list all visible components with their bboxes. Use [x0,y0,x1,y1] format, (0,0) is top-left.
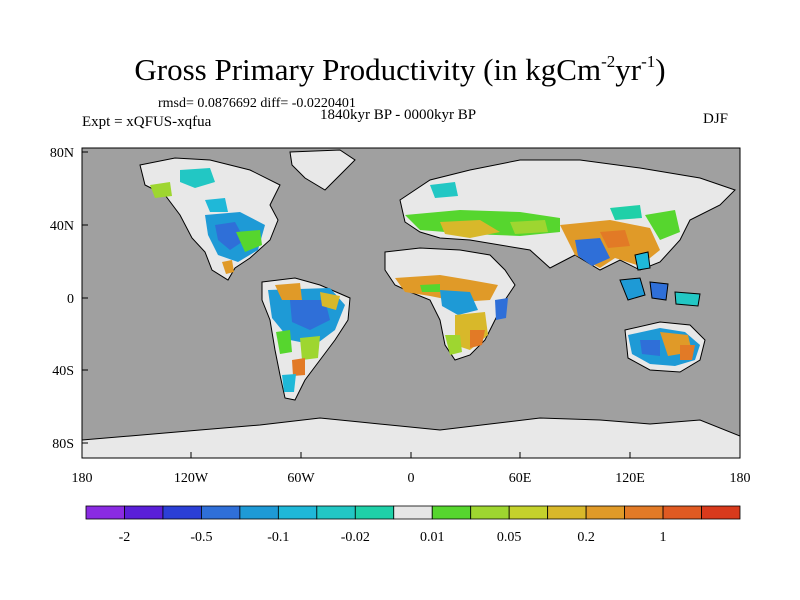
colorbar-box [85,505,125,520]
greenland [289,149,356,191]
colorbar-box [124,505,164,520]
lon-label-0: 0 [408,471,415,486]
colorbar-box [624,505,664,520]
lon-label-180w: 180 [72,471,93,486]
colorbar-box [508,505,549,520]
colorbar-box [701,505,741,520]
colorbar-label: 0.01 [420,530,445,545]
colorbar-box [547,505,587,520]
colorbar-label: -0.1 [267,530,289,545]
colorbar-box [316,505,356,520]
lat-label-40n: 40N [50,219,74,234]
lon-label-120w: 120W [174,471,209,486]
colorbar-box [239,505,279,520]
colorbar-box [662,505,702,520]
colorbar-box [470,505,510,520]
lat-label-80n: 80N [50,146,74,161]
map-title: Gross Primary Productivity (in kgCm-2yr-… [134,52,666,87]
latitude-axis: 80N 40N 0 40S 80S [50,146,88,452]
colorbar-box [585,505,625,520]
colorbar-box [431,505,472,520]
antarctica [82,417,740,458]
colorbar-label: -0.5 [190,530,212,545]
longitude-axis: 180 120W 60W 0 60E 120E 180 [72,452,751,486]
africa-productivity [395,275,508,355]
colorbar-label: -2 [119,530,131,545]
lat-label-80s: 80S [52,437,74,452]
lon-label-120e: 120E [615,471,645,486]
colorbar-box [201,505,241,520]
colorbar-box [277,505,318,520]
north-america-productivity [150,168,265,274]
colorbar: -2 -0.5 -0.1 -0.02 0.01 0.05 0.2 1 [85,505,741,545]
australia-productivity [628,328,700,366]
colorbar-box [162,505,202,520]
lat-label-0: 0 [67,292,74,307]
period-text: 1840kyr BP - 0000kyr BP [320,107,477,123]
lon-label-60w: 60W [287,471,315,486]
lon-label-180e: 180 [730,471,751,486]
colorbar-label: 0.2 [577,530,595,545]
south-america-productivity [268,283,345,392]
season-label: DJF [702,111,728,127]
colorbar-label: 1 [660,530,667,545]
lat-label-40s: 40S [52,364,74,379]
statistics-text: rmsd= 0.0876692 diff= -0.0220401 [158,96,356,111]
colorbar-box [354,505,395,520]
experiment-label: Expt = xQFUS-xqfua [82,114,212,130]
map-area [82,148,740,458]
colorbar-label: 0.05 [497,530,522,545]
maritime-southeast-asia [619,251,701,307]
colorbar-box [393,505,433,520]
colorbar-label: -0.02 [341,530,370,545]
lon-label-60e: 60E [509,471,532,486]
